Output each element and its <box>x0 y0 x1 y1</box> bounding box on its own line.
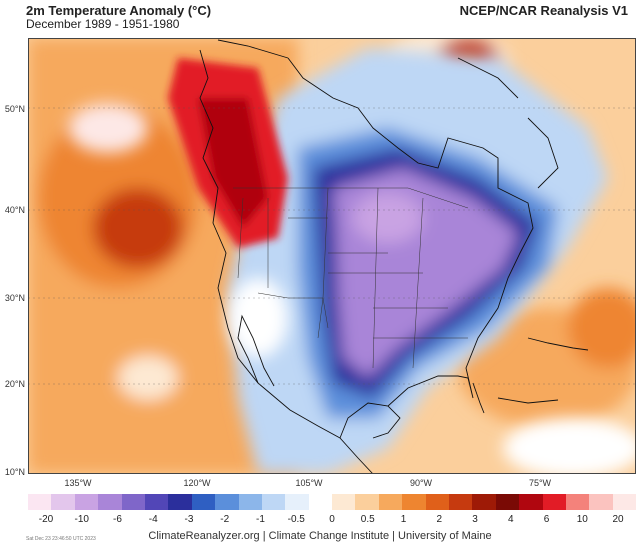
colorbar-swatch <box>472 494 496 510</box>
colorbar-label: -20 <box>38 514 54 525</box>
colorbar-label: 10 <box>576 514 588 525</box>
colorbar-swatch <box>215 494 239 510</box>
lon-label-105w: 105°W <box>295 478 323 488</box>
colorbar-swatch <box>238 494 262 510</box>
lat-label-10n: 10°N <box>4 467 25 477</box>
credits: ClimateReanalyzer.org | Climate Change I… <box>148 530 492 542</box>
colorbar-swatch <box>191 494 216 510</box>
colorbar-label: -3 <box>184 514 194 525</box>
coastlines <box>199 39 589 474</box>
colorbar-label: 2 <box>436 514 443 525</box>
colorbar-swatch <box>378 494 403 510</box>
colorbar-label: 0 <box>329 514 335 525</box>
colorbar-label: 6 <box>543 514 550 525</box>
colorbar <box>28 494 637 510</box>
colorbar-swatch <box>589 494 613 510</box>
political-borders <box>233 187 469 369</box>
lat-label-30n: 30°N <box>4 293 25 303</box>
lon-label-120w: 120°W <box>183 478 211 488</box>
lat-label-20n: 20°N <box>4 379 25 389</box>
map-frame <box>28 38 636 474</box>
colorbar-swatch <box>542 494 566 510</box>
colorbar-label: -4 <box>148 514 158 525</box>
colorbar-swatch <box>285 494 309 510</box>
colorbar-label: -1 <box>256 514 265 525</box>
colorbar-swatch <box>168 494 192 510</box>
map-title: 2m Temperature Anomaly (°C) <box>26 3 212 18</box>
colorbar-swatch <box>332 494 356 510</box>
colorbar-swatch <box>121 494 145 510</box>
colorbar-swatch <box>449 494 473 510</box>
colorbar-swatch <box>402 494 426 510</box>
colorbar-swatch <box>144 494 169 510</box>
cold-anomaly-region <box>228 48 608 474</box>
map-subtitle: December 1989 - 1951-1980 <box>26 17 180 31</box>
colorbar-swatch <box>308 494 333 510</box>
colorbar-label: 1 <box>400 514 407 525</box>
lon-label-135w: 135°W <box>64 478 92 488</box>
colorbar-swatch <box>98 494 122 510</box>
lat-label-40n: 40°N <box>4 205 25 215</box>
colorbar-label: 3 <box>472 514 478 525</box>
colorbar-swatch <box>355 494 379 510</box>
colorbar-label: -0.5 <box>287 514 305 525</box>
colorbar-label: 4 <box>507 514 514 525</box>
colorbar-swatch <box>519 494 543 510</box>
map-canvas <box>28 38 636 474</box>
data-source: NCEP/NCAR Reanalysis V1 <box>459 3 628 18</box>
timestamp: Sat Dec 23 23:46:50 UTC 2023 <box>26 536 96 542</box>
anomaly-map <box>28 38 636 474</box>
colorbar-swatch <box>612 494 637 510</box>
lat-label-50n: 50°N <box>4 104 25 114</box>
colorbar-swatch <box>261 494 286 510</box>
colorbar-label: -10 <box>74 514 89 525</box>
colorbar-label: -2 <box>220 514 230 525</box>
colorbar-swatch <box>28 494 52 510</box>
colorbar-swatch <box>425 494 450 510</box>
lon-label-90w: 90°W <box>409 478 433 488</box>
graticule <box>28 107 636 385</box>
colorbar-swatch <box>74 494 99 510</box>
colorbar-swatch <box>565 494 590 510</box>
colorbar-label: -6 <box>113 514 122 525</box>
lon-label-75w: 75°W <box>528 478 552 488</box>
extreme-warm-core <box>168 58 288 248</box>
colorbar-label: 20 <box>612 514 624 525</box>
colorbar-swatch <box>495 494 520 510</box>
colorbar-label: 0.5 <box>360 514 375 525</box>
colorbar-swatch <box>51 494 75 510</box>
